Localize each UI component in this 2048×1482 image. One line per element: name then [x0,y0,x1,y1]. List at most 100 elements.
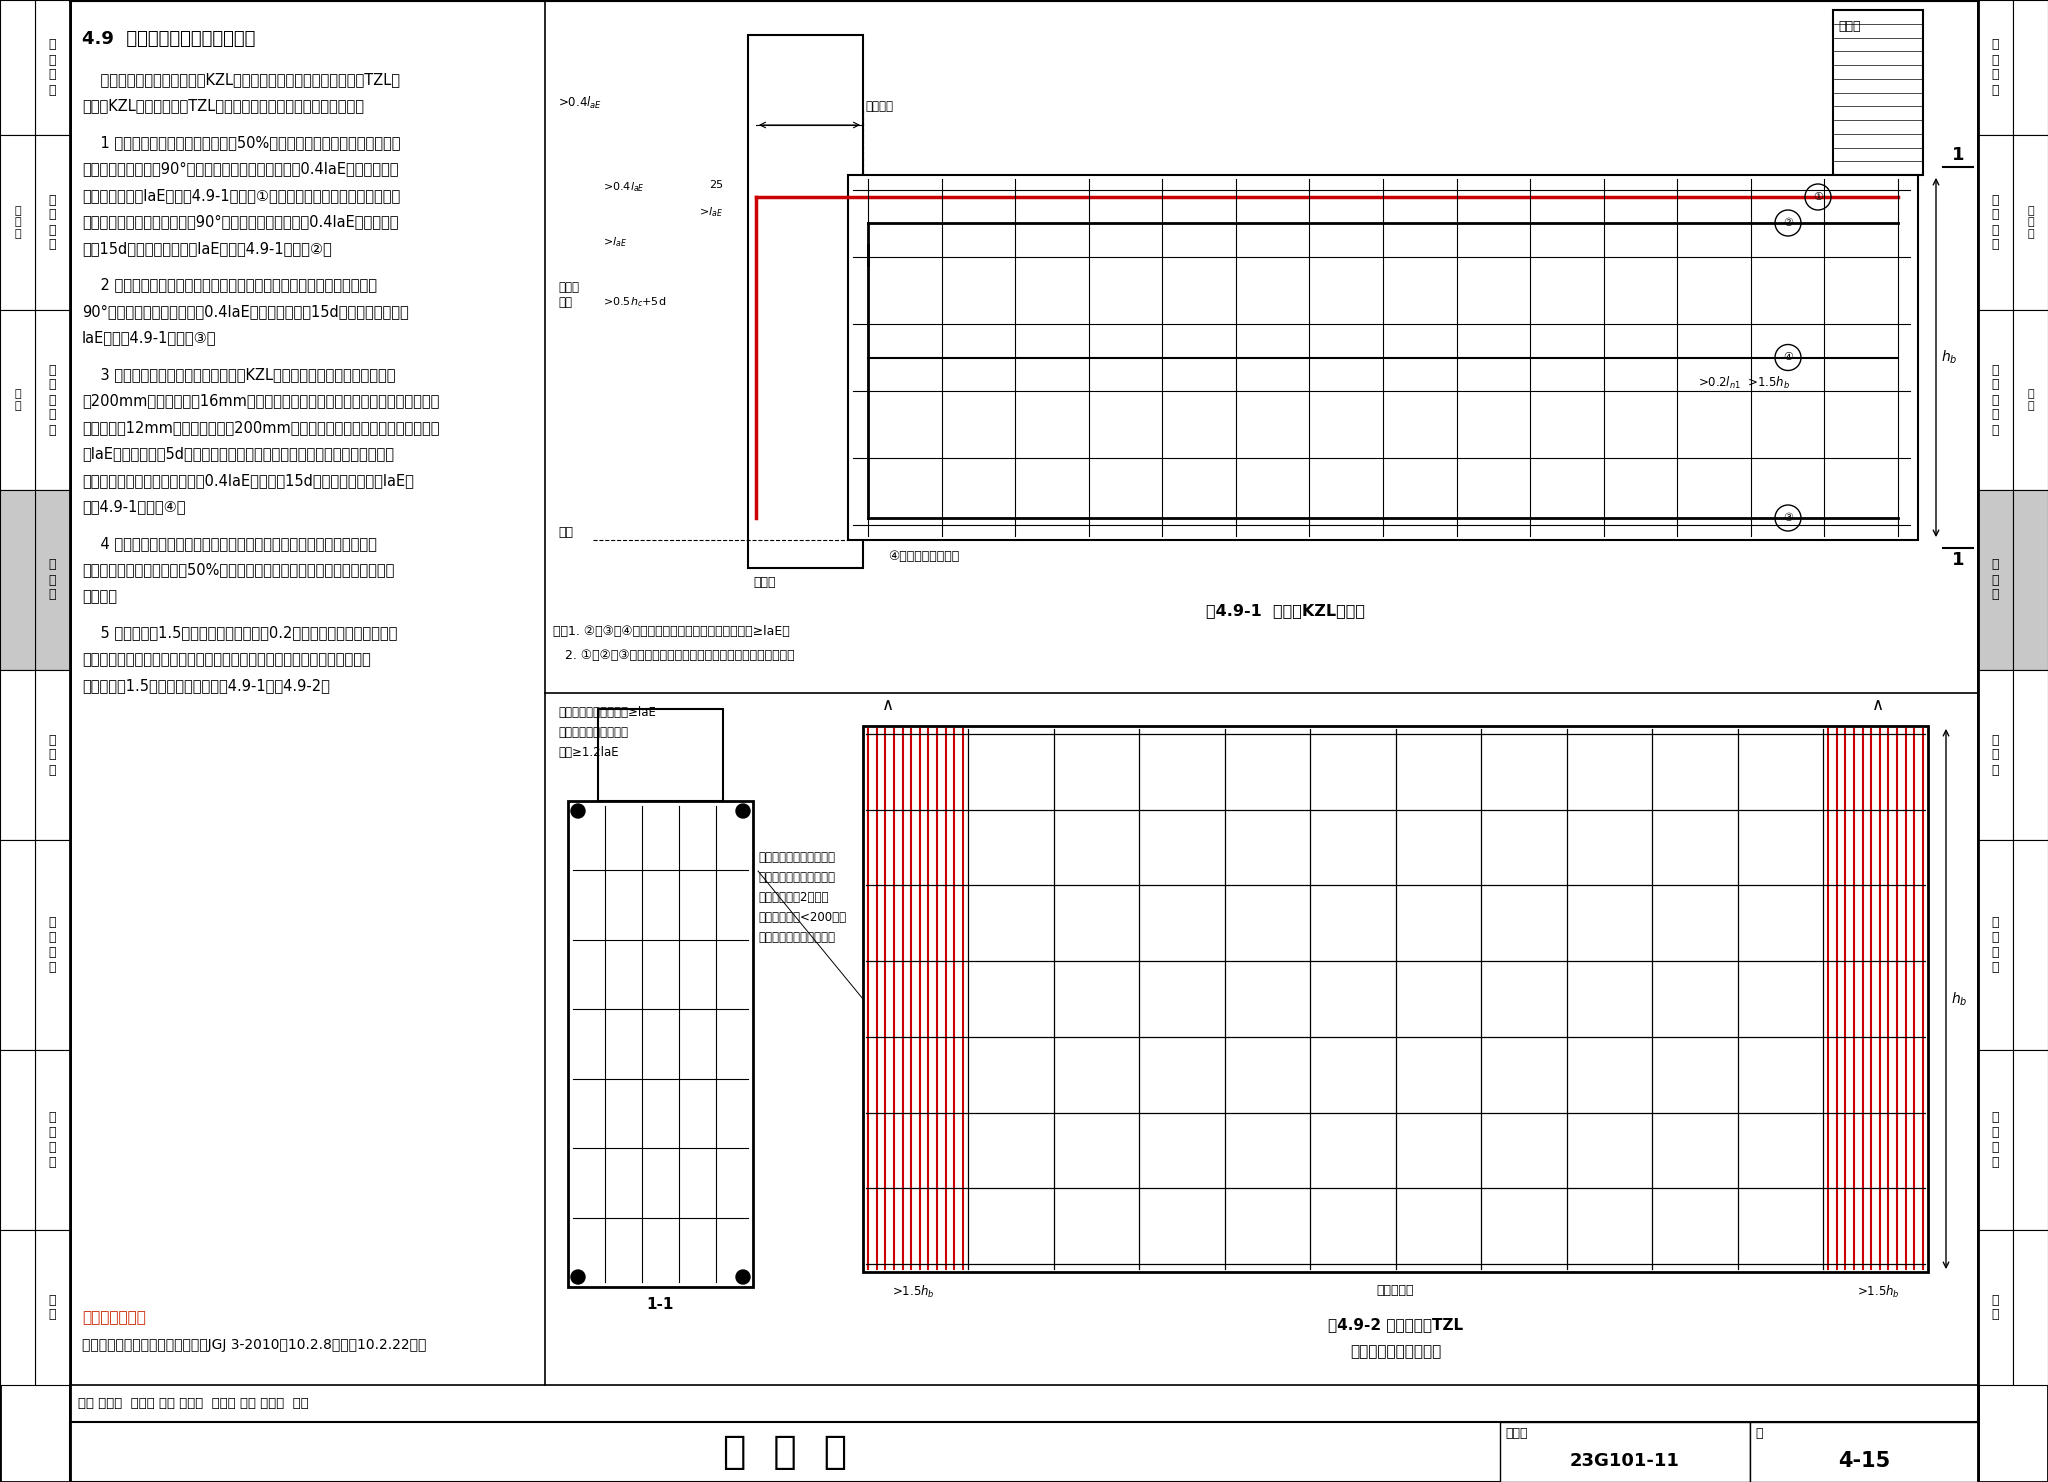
Text: 4.9  转换梁构造措施有何要求？: 4.9 转换梁构造措施有何要求？ [82,30,256,47]
Text: 边缘构件纵向钢筋锚固: 边缘构件纵向钢筋锚固 [557,726,629,740]
Bar [2013,1051,2048,1230]
Bar [1978,1230,2013,1386]
Bar [35,0,70,135]
Text: >0.4$l_{aE}$: >0.4$l_{aE}$ [557,95,602,111]
Circle shape [735,1270,750,1283]
Text: 23G101-11: 23G101-11 [1571,1452,1679,1470]
Bar [1978,135,2013,310]
Text: 下相邻两排拉筋偶开设置: 下相邻两排拉筋偶开设置 [758,931,836,944]
Text: 剪力墙: 剪力墙 [1837,19,1860,33]
Bar [1978,670,2013,840]
Bar [1499,1423,1749,1482]
Text: 剪
力
墙
构
造: 剪 力 墙 构 造 [49,363,55,437]
Text: >0.4$l_{aE}$: >0.4$l_{aE}$ [602,179,645,194]
Text: 梁底: 梁底 [557,526,573,538]
Bar [862,726,1927,1272]
Bar [35,1230,70,1386]
Text: >$l_{aE}$: >$l_{aE}$ [602,236,627,249]
Text: 1: 1 [1952,147,1964,165]
Text: 附
录: 附 录 [49,1294,55,1322]
Bar [0,1051,35,1230]
Bar [70,1423,1978,1482]
Text: 剪
力
墙
构
造: 剪 力 墙 构 造 [1993,363,1999,437]
Bar [1978,0,2013,135]
Text: 图4.9-2 托柱转换梁TZL: 图4.9-2 托柱转换梁TZL [1327,1317,1462,1332]
Bar [0,310,35,491]
Text: 2 下部纵向钢筋应全部直通到柱内，伸至梁上部纵筋弯折段内侧后向上: 2 下部纵向钢筋应全部直通到柱内，伸至梁上部纵筋弯折段内侧后向上 [82,277,377,292]
Text: 柱
构
造: 柱 构 造 [14,206,20,239]
Text: 向沿梁高间距<200，上: 向沿梁高间距<200，上 [758,911,846,923]
Text: 可水平弯折），直段长度不小于0.4laE，弯折段15d，且总长度不小于laE，: 可水平弯折），直段长度不小于0.4laE，弯折段15d，且总长度不小于laE， [82,473,414,488]
Text: >$l_{aE}$: >$l_{aE}$ [698,205,723,219]
Text: 密；对托柱转换梁的托柱部位，梁箍筋应加密配置，加密区范围可取梁上托: 密；对托柱转换梁的托柱部位，梁箍筋应加密配置，加密区范围可取梁上托 [82,652,371,667]
Text: ∧: ∧ [1872,697,1884,714]
Text: 5 离转换柱边1.5倍梁截面高度且不小于0.2倍梁净跨范围内梁箍筋应加: 5 离转换柱边1.5倍梁截面高度且不小于0.2倍梁净跨范围内梁箍筋应加 [82,625,397,640]
Text: 注：1. ②、③、④号钢筋伸入柱内直段与弯折段之和应≥laE。: 注：1. ②、③、④号钢筋伸入柱内直段与弯折段之和应≥laE。 [553,625,791,637]
Bar [35,1051,70,1230]
Bar [0,491,35,670]
Bar [2013,670,2048,840]
Circle shape [571,1270,586,1283]
Bar [0,135,35,310]
Text: 梁
构
造: 梁 构 造 [1993,559,1999,602]
Text: >0.2$l_{n1}$  >1.5$h_b$: >0.2$l_{n1}$ >1.5$h_b$ [1698,375,1790,391]
Text: $h_b$: $h_b$ [1952,990,1968,1008]
Bar [1978,491,2013,670]
Text: 1: 1 [1952,551,1964,569]
Text: 长度≥1.2laE: 长度≥1.2laE [557,745,618,759]
Text: laE，见图4.9-1中钢筋③。: laE，见图4.9-1中钢筋③。 [82,330,217,345]
Text: 1 支座上部纵向受力钢筋至少应有50%沿梁全长贯通；上部第一排纵向钢: 1 支座上部纵向受力钢筋至少应有50%沿梁全长贯通；上部第一排纵向钢 [82,135,401,150]
Bar [2013,0,2048,135]
Text: 附
录: 附 录 [1993,1294,1999,1322]
Bar [0,0,35,135]
Text: 其内排纵筋伸至柱对边并向下90°弯折，直段长度不小于0.4laE，弯折段不: 其内排纵筋伸至柱对边并向下90°弯折，直段长度不小于0.4laE，弯折段不 [82,215,399,230]
Bar [70,1386,1978,1423]
Bar [1978,1051,2013,1230]
Text: 审核 高志强  富士强 校对 李增银  李秋武 设计 肖军器  闫磊: 审核 高志强 富士强 校对 李增银 李秋武 设计 肖军器 闫磊 [78,1398,309,1409]
Text: 拉筋直径不宜小于箍筋两: 拉筋直径不宜小于箍筋两 [758,851,836,864]
Text: ②: ② [1784,218,1792,228]
Bar [1978,0,2048,1482]
Bar [567,800,754,1286]
Text: 楼
梯
构
造: 楼 梯 构 造 [1993,1112,1999,1169]
Bar [2013,1230,2048,1386]
Text: 1-1: 1-1 [647,1297,674,1312]
Bar [35,310,70,491]
Text: 4-15: 4-15 [1837,1451,1890,1472]
Text: 基
础
构
造: 基 础 构 造 [1993,916,1999,974]
Text: 箍筋加密区: 箍筋加密区 [1376,1283,1415,1297]
Bar [0,1230,35,1386]
Bar [0,0,70,1482]
Text: 页: 页 [1755,1427,1763,1441]
Text: 梁
构
造: 梁 构 造 [49,559,55,602]
Bar [2013,310,2048,491]
Text: ∧: ∧ [883,697,895,714]
Text: 转换柱: 转换柱 [754,576,776,588]
Text: ①: ① [1812,193,1823,202]
Text: 径不宜小于12mm，间距不宜大于200mm。转换梁的腰筋伸入柱中锚固长度不小: 径不宜小于12mm，间距不宜大于200mm。转换梁的腰筋伸入柱中锚固长度不小 [82,419,440,436]
Text: 楼
梯
构
造: 楼 梯 构 造 [49,1112,55,1169]
Text: 图集号: 图集号 [1505,1427,1528,1441]
Text: 一
般
构
造: 一 般 构 造 [1993,39,1999,96]
Text: >1.5$h_b$: >1.5$h_b$ [1858,1283,1898,1300]
Text: 构
造: 构 造 [14,390,20,411]
Text: 柱外侧
纵筋: 柱外侧 纵筋 [557,282,580,310]
Text: 基
础
构
造: 基 础 构 造 [49,916,55,974]
Text: 墙体竖向钢筋锚固长度≥laE: 墙体竖向钢筋锚固长度≥laE [557,705,655,719]
Text: 小于15d，且总长度不小于laE，见图4.9-1中钢筋②。: 小于15d，且总长度不小于laE，见图4.9-1中钢筋②。 [82,242,332,256]
Text: 图4.9-1  框支梁KZL端节点: 图4.9-1 框支梁KZL端节点 [1206,603,1366,618]
Text: 转  换  梁: 转 换 梁 [723,1433,848,1472]
Bar [0,670,35,840]
Bar [35,491,70,670]
Bar [2013,135,2048,310]
Text: >1.5$h_b$: >1.5$h_b$ [891,1283,934,1300]
Text: ④直锚不足时可弯锚: ④直锚不足时可弯锚 [889,550,958,563]
Bar [1833,10,1923,175]
Bar [35,670,70,840]
Bar [848,175,1919,539]
Text: 构
造: 构 造 [2028,390,2034,411]
Text: 框支梁KZL和托柱转换梁TZL（统称为转换梁）主要构造要点如下：: 框支梁KZL和托柱转换梁TZL（统称为转换梁）主要构造要点如下： [82,98,365,114]
Circle shape [735,805,750,818]
Bar [2013,491,2048,670]
Text: 柱
构
造: 柱 构 造 [2028,206,2034,239]
